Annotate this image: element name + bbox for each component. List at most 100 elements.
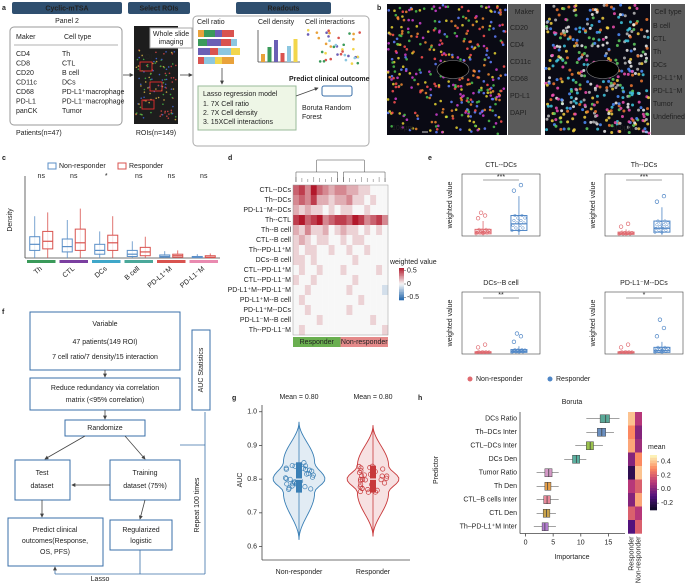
cell-dot bbox=[571, 129, 575, 133]
group-label: Responder bbox=[300, 339, 335, 346]
flow-title: Variable bbox=[92, 321, 117, 328]
row-label: PD-L1⁺M--DCs bbox=[243, 307, 291, 314]
cell-dot bbox=[434, 120, 437, 124]
cell-dot bbox=[454, 108, 458, 112]
heat-cell bbox=[628, 493, 635, 507]
interaction-dot bbox=[356, 55, 359, 59]
point bbox=[475, 345, 481, 350]
cell-dot bbox=[474, 16, 477, 20]
cell-dot bbox=[595, 84, 599, 88]
heat-cell bbox=[328, 315, 335, 326]
cell-dot bbox=[618, 121, 622, 125]
cell-dot bbox=[571, 78, 575, 82]
cell-dot bbox=[394, 13, 398, 17]
tissue-dot bbox=[135, 66, 138, 69]
cell-dot bbox=[591, 96, 595, 100]
tissue-dot bbox=[137, 65, 140, 67]
marker-name: CD11c bbox=[16, 79, 37, 86]
cell-dot bbox=[408, 8, 411, 12]
cell-dot bbox=[580, 74, 584, 78]
cell-dot bbox=[595, 100, 599, 104]
heat-cell bbox=[334, 195, 341, 206]
cell-dot bbox=[455, 126, 458, 129]
interaction-dot bbox=[332, 45, 336, 49]
jitter-dot bbox=[358, 468, 364, 474]
box bbox=[29, 236, 41, 251]
heat-cell bbox=[310, 215, 317, 226]
cell-dot bbox=[394, 85, 398, 89]
cell-dot bbox=[444, 115, 448, 119]
jitter-dot bbox=[655, 347, 659, 351]
cell-dot bbox=[469, 115, 473, 118]
heat-cell bbox=[628, 439, 635, 453]
category-bar bbox=[157, 260, 186, 263]
cell-dot bbox=[567, 127, 571, 131]
box bbox=[61, 238, 73, 253]
heat-cell bbox=[364, 195, 371, 206]
cell-dot bbox=[595, 94, 599, 98]
heat-cell bbox=[322, 245, 329, 256]
cell-dot bbox=[639, 54, 643, 58]
cell-dot bbox=[440, 42, 444, 45]
tissue-dot bbox=[164, 78, 166, 81]
legend-title: Cell type bbox=[654, 9, 681, 16]
cell-dot bbox=[582, 63, 586, 67]
cell-dot bbox=[486, 88, 490, 92]
jitter-dot bbox=[663, 219, 667, 223]
cell-dot bbox=[610, 124, 614, 128]
cell-dot bbox=[396, 16, 400, 19]
cell-dot bbox=[589, 120, 593, 124]
tissue-dot bbox=[139, 106, 142, 109]
heat-cell bbox=[322, 235, 329, 246]
box bbox=[599, 414, 610, 423]
heat-cell bbox=[316, 315, 323, 326]
jitter-dot bbox=[663, 345, 667, 349]
heat-cell bbox=[334, 185, 341, 196]
cell-dot bbox=[564, 18, 568, 22]
cell-dot bbox=[626, 72, 630, 76]
scale-label: 100μm bbox=[612, 125, 634, 132]
point bbox=[514, 331, 520, 336]
cell-dot bbox=[433, 57, 437, 61]
tissue-dot bbox=[142, 58, 145, 61]
cell-dot bbox=[467, 115, 470, 118]
jitter-dot bbox=[666, 221, 670, 225]
flow-text: logistic bbox=[130, 538, 152, 545]
cell-dot bbox=[468, 82, 471, 86]
tissue-dot bbox=[143, 96, 145, 99]
heat-cell bbox=[316, 185, 323, 196]
cell-dot bbox=[552, 82, 556, 86]
cell-dot bbox=[609, 84, 613, 88]
heat-cell bbox=[298, 325, 306, 336]
tissue-dot bbox=[162, 81, 165, 84]
significance: *** bbox=[497, 174, 505, 181]
flow-text: 47 patients(149 ROI) bbox=[73, 339, 138, 346]
cell-dot bbox=[434, 125, 438, 128]
ratio-segment bbox=[221, 39, 231, 46]
colorbar-slice bbox=[650, 499, 657, 503]
heat-cell bbox=[364, 315, 371, 326]
cell-dot bbox=[588, 8, 592, 12]
cell-dot bbox=[630, 30, 634, 34]
heat-cell bbox=[340, 185, 347, 196]
cell-dot bbox=[467, 9, 470, 13]
heat-cell bbox=[346, 295, 353, 306]
colorbar-slice bbox=[399, 284, 404, 286]
cell-dot bbox=[566, 120, 570, 124]
cell-dot bbox=[419, 71, 422, 74]
cell-dot bbox=[626, 105, 630, 109]
heat-cell bbox=[635, 466, 642, 480]
cell-dot bbox=[485, 47, 489, 50]
heat-cell bbox=[628, 479, 635, 494]
cell-dot bbox=[547, 114, 551, 118]
cell-dot bbox=[489, 60, 493, 64]
cell-dot bbox=[459, 128, 462, 131]
subplot-frame bbox=[461, 173, 541, 237]
cell-dot bbox=[400, 68, 403, 71]
cell-dot bbox=[401, 29, 404, 33]
cell-dot bbox=[612, 7, 616, 11]
tissue-dot bbox=[158, 73, 161, 76]
heat-cell bbox=[328, 215, 335, 226]
heat-cell bbox=[346, 205, 353, 216]
